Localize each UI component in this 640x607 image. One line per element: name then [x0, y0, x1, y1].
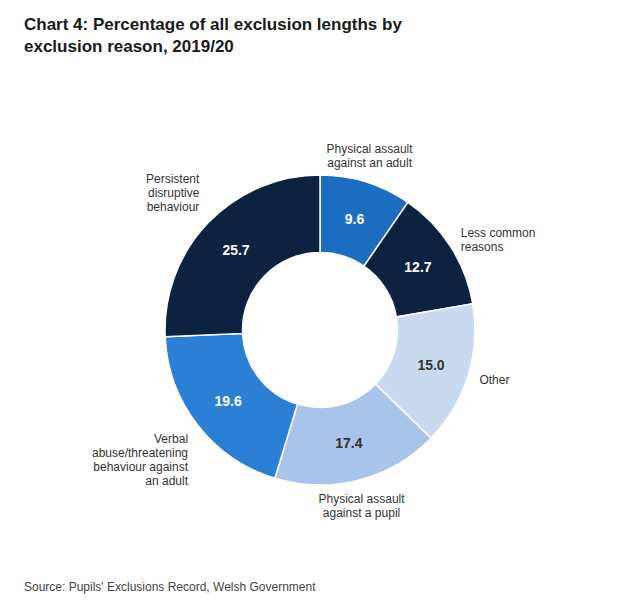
category-label-line: Other — [479, 373, 509, 387]
category-label-line: against a pupil — [323, 506, 400, 520]
category-label: Physical assaultagainst an adult — [327, 142, 414, 170]
data-label: 9.6 — [345, 211, 365, 227]
category-label-line: abuse/threatening — [92, 446, 188, 460]
category-label-line: Physical assault — [327, 142, 414, 156]
data-label: 17.4 — [335, 435, 362, 451]
category-label-line: against an adult — [327, 156, 412, 170]
category-label-line: Physical assault — [319, 492, 406, 506]
category-label: Verbalabuse/threateningbehaviour against… — [92, 432, 189, 488]
data-label: 12.7 — [404, 259, 431, 275]
category-label-line: Persistent — [146, 172, 200, 186]
data-label: 25.7 — [222, 242, 249, 258]
category-label-line: an adult — [145, 474, 188, 488]
category-label-line: disruptive — [148, 186, 200, 200]
category-label-line: behaviour against — [93, 460, 188, 474]
category-label: Physical assaultagainst a pupil — [319, 492, 406, 520]
title-line: exclusion reason, 2019/20 — [24, 37, 234, 56]
slice — [364, 202, 473, 317]
title-line: Chart 4: Percentage of all exclusion len… — [24, 15, 402, 34]
category-label: Persistentdisruptivebehaviour — [146, 172, 200, 214]
slice — [275, 384, 431, 485]
category-label-line: reasons — [461, 240, 504, 254]
data-label: 15.0 — [417, 357, 444, 373]
source: Source: Pupils' Exclusions Record, Welsh… — [24, 580, 316, 594]
category-label: Less commonreasons — [461, 226, 536, 254]
chart: Chart 4: Percentage of all exclusion len… — [0, 0, 640, 607]
category-label: Other — [479, 373, 509, 387]
title: Chart 4: Percentage of all exclusion len… — [24, 15, 402, 56]
category-label-line: behaviour — [147, 200, 200, 214]
category-label-line: Verbal — [154, 432, 188, 446]
data-label: 19.6 — [215, 393, 242, 409]
category-label-line: Less common — [461, 226, 536, 240]
plot: 9.612.715.017.419.625.7Physical assaulta… — [92, 142, 535, 520]
